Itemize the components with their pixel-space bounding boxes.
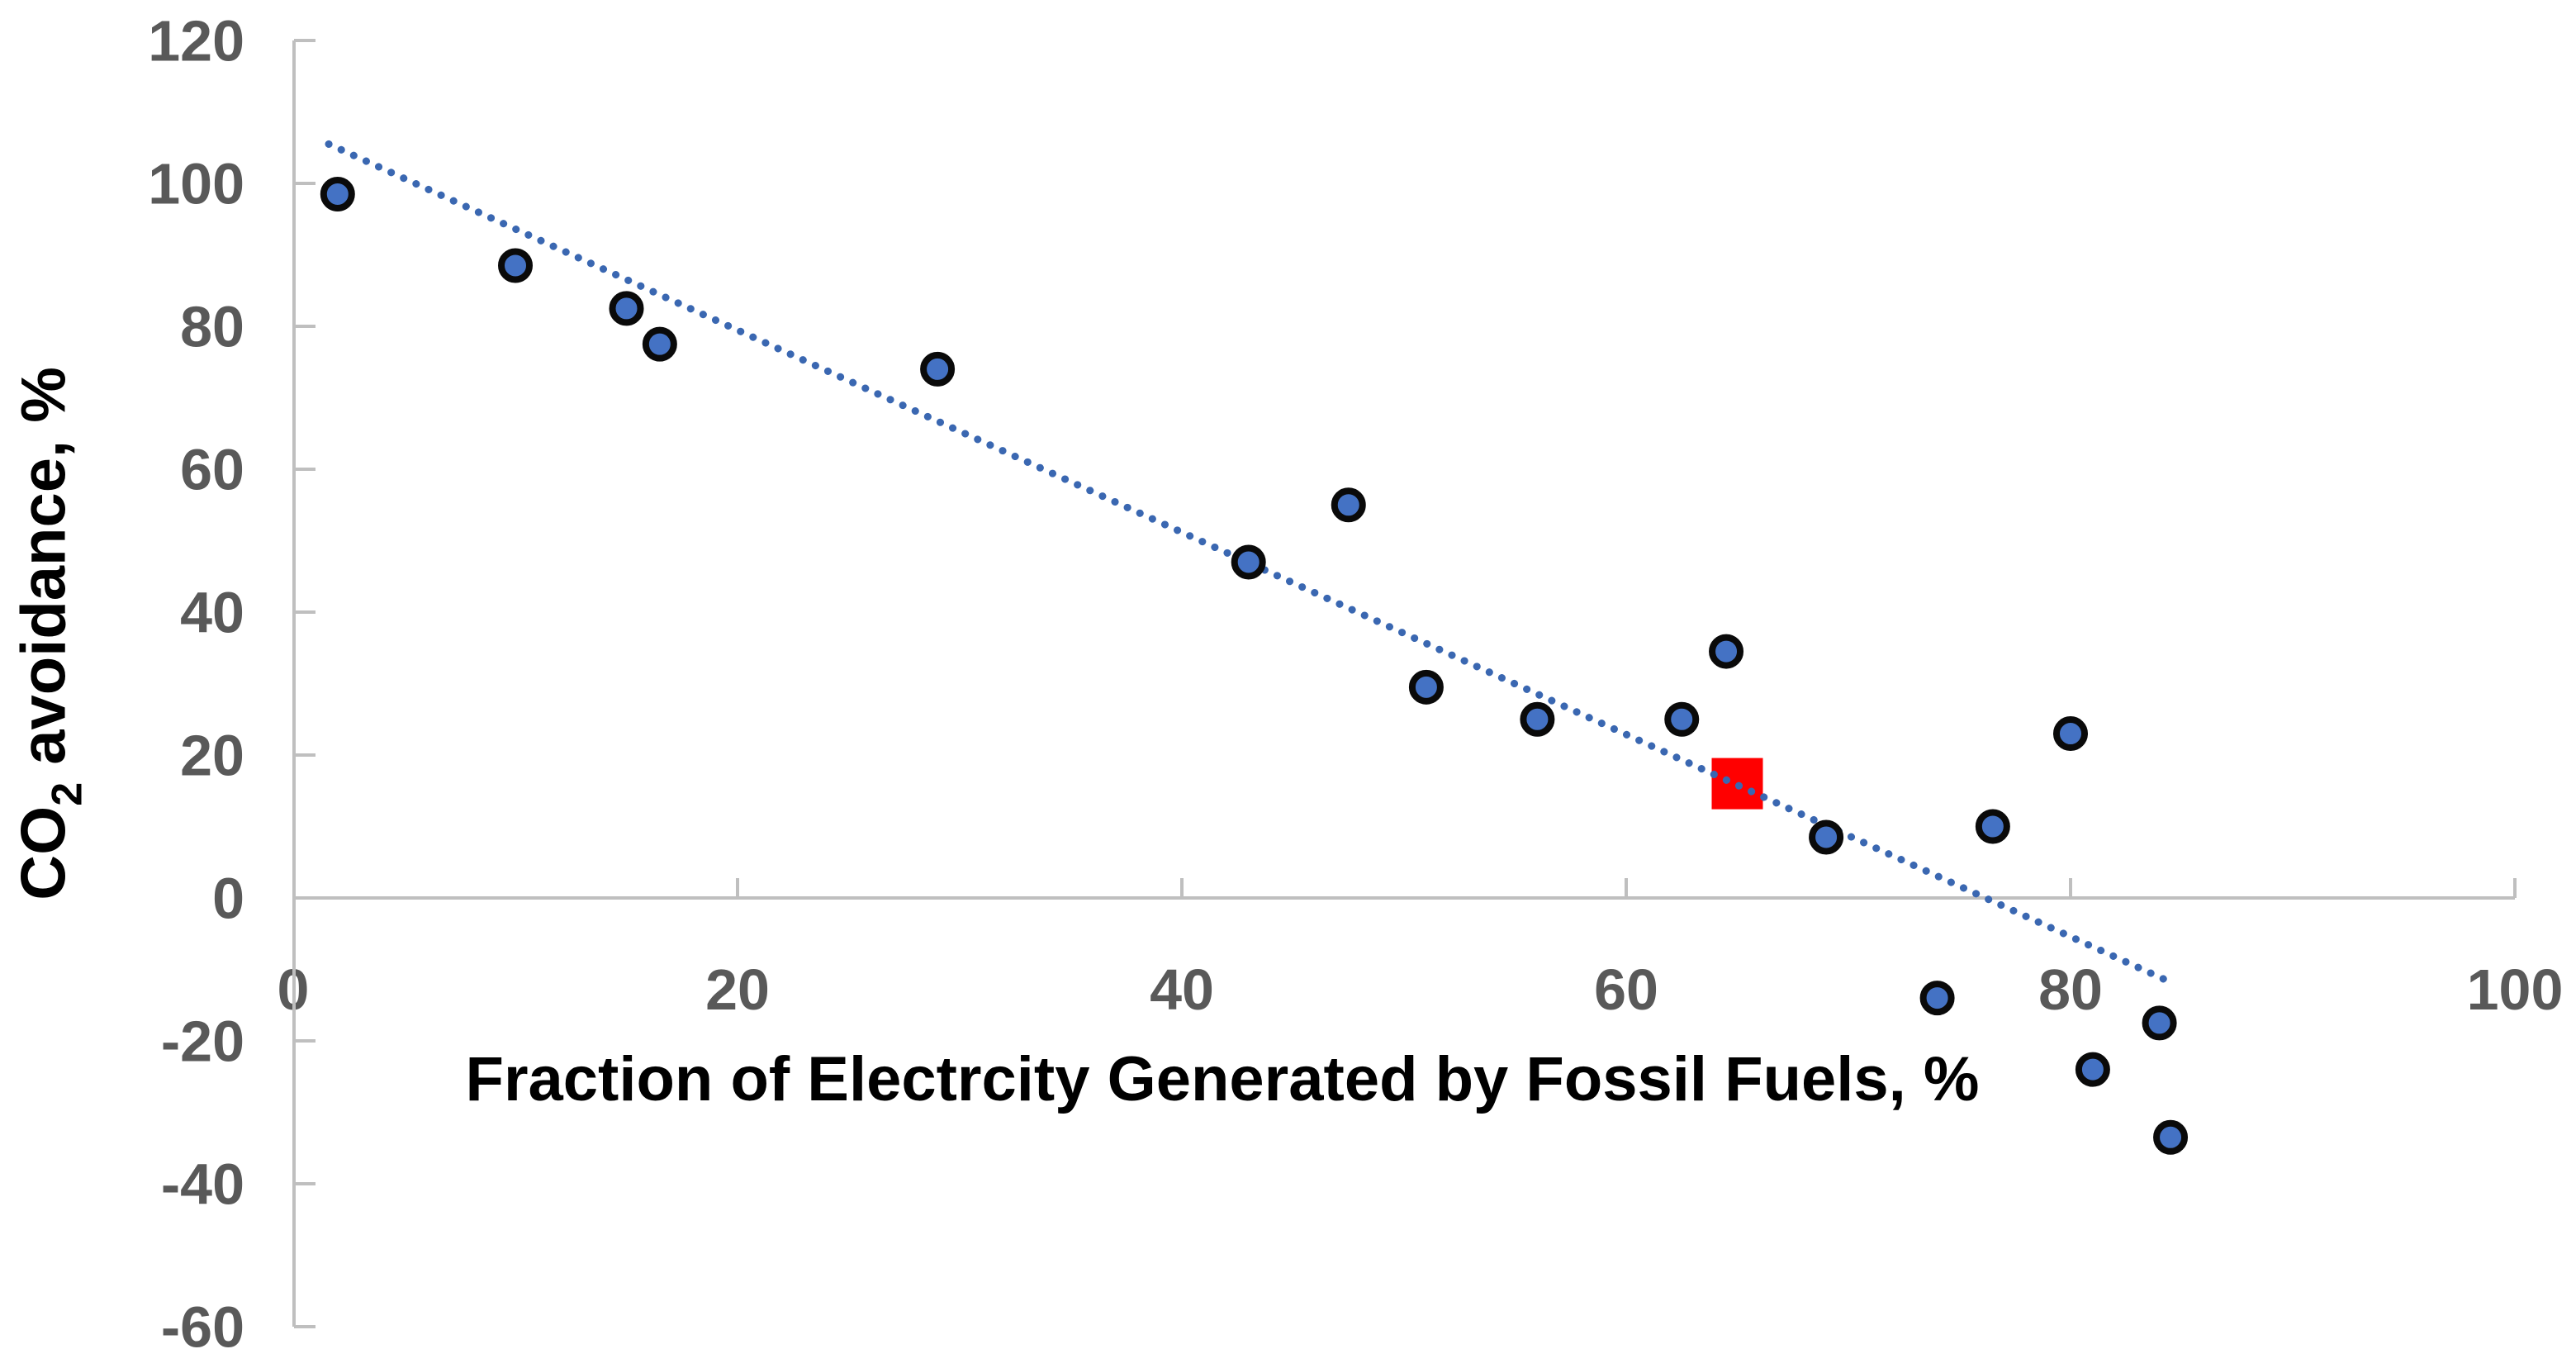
data-point-circle bbox=[2075, 1052, 2110, 1087]
y-tick-label: -60 bbox=[161, 1295, 244, 1360]
y-axis-title: CO2 avoidance, % bbox=[9, 367, 92, 900]
data-point-circle bbox=[498, 248, 533, 283]
data-point-series bbox=[320, 176, 2189, 1155]
data-point-circle bbox=[1919, 981, 1955, 1016]
x-tick-label: 80 bbox=[2038, 957, 2103, 1022]
y-axis-title-rest: avoidance, % bbox=[9, 367, 79, 782]
x-tick-label: 20 bbox=[705, 957, 770, 1022]
data-point-circle bbox=[1520, 701, 1555, 737]
y-axis-title-main: CO bbox=[9, 806, 79, 900]
data-point-circle bbox=[320, 176, 355, 211]
x-axis-title: Fraction of Electrcity Generated by Foss… bbox=[466, 1044, 1980, 1114]
data-point-circle bbox=[1231, 544, 1266, 580]
x-tick-label: 60 bbox=[1594, 957, 1658, 1022]
y-axis-title-subscript: 2 bbox=[44, 782, 92, 806]
data-point-circle bbox=[642, 326, 677, 362]
data-point-circle bbox=[1408, 669, 1444, 705]
data-point-circle bbox=[2053, 716, 2088, 752]
y-tick-label: 20 bbox=[180, 724, 244, 788]
y-tick-label: 100 bbox=[148, 152, 244, 216]
data-point-circle bbox=[1975, 809, 2010, 844]
data-point-circle bbox=[920, 351, 956, 387]
x-tick-label: 100 bbox=[2467, 957, 2564, 1022]
y-tick-label: -20 bbox=[161, 1009, 244, 1074]
data-point-circle bbox=[1331, 487, 1366, 523]
y-axis: 120 100 80 60 40 20 0 -20 -40 -60 bbox=[148, 9, 315, 1360]
data-point-circle bbox=[2153, 1119, 2189, 1155]
data-point-circle bbox=[1809, 819, 1844, 855]
x-tick-label: 40 bbox=[1150, 957, 1214, 1022]
y-tick-label: -40 bbox=[161, 1152, 244, 1217]
data-point-circle bbox=[609, 291, 644, 326]
y-tick-label: 0 bbox=[212, 867, 244, 931]
y-tick-label: 60 bbox=[180, 438, 244, 502]
y-tick-label: 120 bbox=[148, 9, 244, 74]
data-point-circle bbox=[1664, 701, 1700, 737]
data-point-circle bbox=[1709, 634, 1744, 669]
y-tick-label: 40 bbox=[180, 581, 244, 645]
x-axis: 020406080100 bbox=[278, 878, 2564, 1022]
y-tick-label: 80 bbox=[180, 295, 244, 359]
data-point-circle bbox=[2142, 1005, 2177, 1041]
